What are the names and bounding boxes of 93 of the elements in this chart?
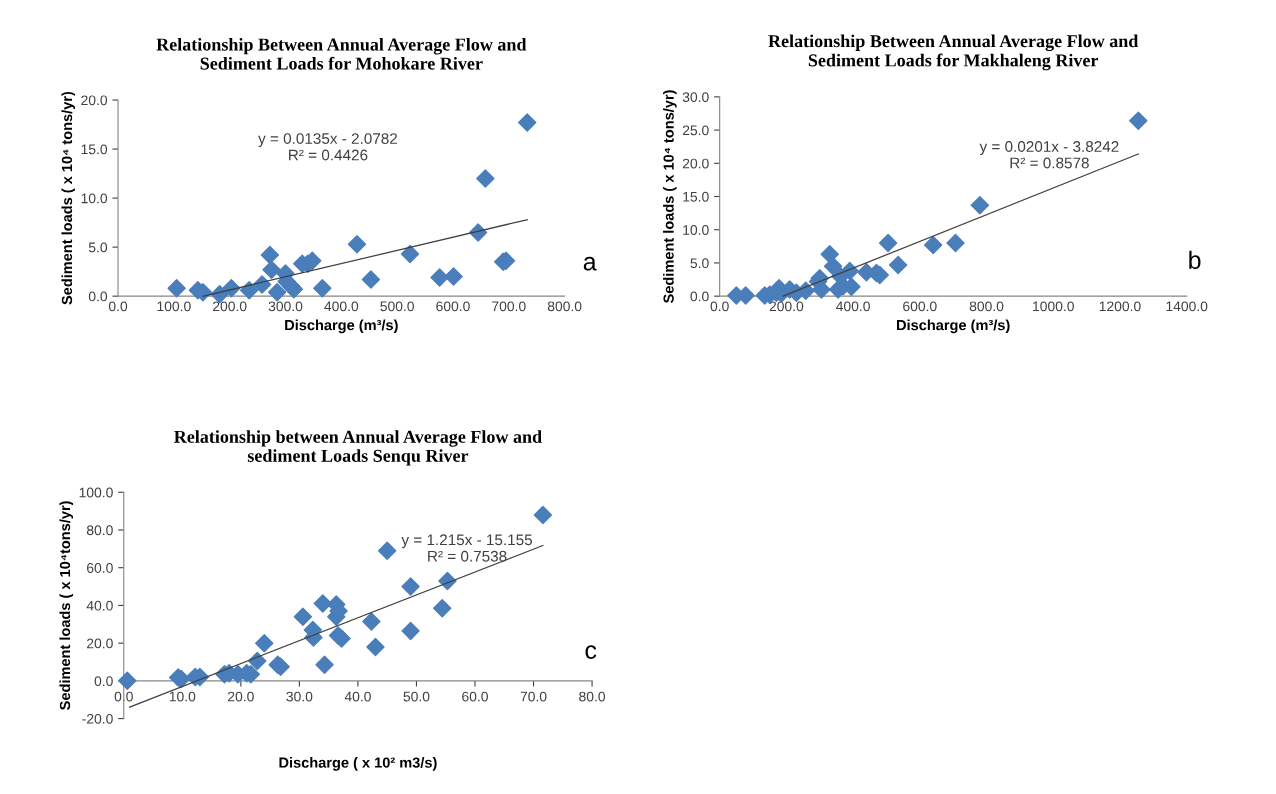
- x-axis-title: Discharge ( x 10² m3/s): [279, 757, 437, 771]
- x-tick-label: 400.0: [324, 301, 359, 312]
- x-tick-label: 300.0: [268, 301, 303, 312]
- x-tick-label: 60.0: [462, 691, 488, 702]
- text: a: [583, 256, 597, 271]
- point: [476, 169, 495, 188]
- point: [433, 599, 452, 618]
- y-tick-label: 20.0: [87, 638, 113, 649]
- x-tick-label: 800.0: [969, 301, 1004, 312]
- point: [533, 505, 553, 525]
- point: [267, 283, 287, 302]
- point: [888, 255, 908, 275]
- point: [970, 195, 990, 215]
- chart-title: Relationship Between Annual Average Flow and Sediment Loads for Mohokare River: [156, 37, 527, 70]
- point: [167, 279, 186, 298]
- annotation: c: [585, 645, 597, 659]
- y-tick-label: 40.0: [86, 600, 113, 611]
- text: b: [1189, 250, 1201, 269]
- point: [240, 281, 259, 300]
- point: [313, 594, 332, 613]
- chart-title: Relationship Between Annual Average Flow and Sediment Loads for Makhaleng River: [768, 34, 1139, 71]
- x-tick-label: 10.0: [169, 691, 196, 702]
- x-tick-label: 0.0: [114, 691, 133, 702]
- y-tick-label: 30.0: [682, 92, 709, 103]
- x-tick-label: 30.0: [286, 691, 313, 702]
- y-tick-label: 15.0: [683, 191, 709, 202]
- point: [260, 245, 280, 265]
- x-tick-label: 200.0: [769, 301, 804, 312]
- y-axis-title: Sediment loads ( x 10⁴ tons/yr): [663, 90, 677, 304]
- point: [946, 233, 965, 253]
- y-tick-label: 20.0: [81, 95, 108, 106]
- x-tick-label: 1000.0: [1033, 301, 1074, 312]
- point: [262, 260, 281, 279]
- y-tick-label: 10.0: [81, 193, 108, 204]
- x-tick-label: 500.0: [380, 301, 414, 312]
- x-tick-label: 800.0: [547, 301, 582, 312]
- y-tick-label: 5.0: [690, 258, 709, 269]
- x-tick-label: 700.0: [492, 301, 526, 312]
- x-tick-label: 1200.0: [1099, 301, 1141, 312]
- point: [444, 267, 463, 286]
- point: [518, 113, 537, 132]
- y-axis-title: Sediment loads ( x 10⁴tons/yr): [59, 501, 74, 710]
- x-tick-label: 600.0: [436, 301, 470, 312]
- y-tick-label: 25.0: [682, 125, 709, 136]
- point: [401, 621, 420, 641]
- point: [315, 655, 334, 675]
- y-tick-label: 60.0: [87, 563, 113, 573]
- y-tick-label: 10.0: [683, 225, 709, 235]
- point: [401, 577, 420, 596]
- chart-title: Relationship between Annual Average Flow and sediment Loads Senqu River: [174, 430, 542, 466]
- point: [361, 270, 381, 289]
- point: [313, 279, 332, 298]
- y-tick-label: 80.0: [86, 525, 113, 536]
- x-tick-label: 0.0: [108, 301, 128, 312]
- point: [923, 235, 943, 255]
- point: [332, 629, 351, 648]
- point: [366, 637, 385, 657]
- x-tick-label: 100.0: [157, 301, 191, 312]
- point: [293, 607, 313, 626]
- point: [362, 612, 381, 631]
- y-tick-label: 0.0: [88, 291, 108, 302]
- x-tick-label: 20.0: [228, 691, 254, 702]
- point: [823, 257, 843, 276]
- x-tick-label: 1400.0: [1166, 301, 1208, 312]
- x-tick-label: 80.0: [579, 691, 606, 702]
- y-tick-label: 20.0: [682, 158, 709, 169]
- y-tick-label: 5.0: [88, 242, 108, 253]
- annotation: y = 0.0135x - 2.0782 R² = 0.4426: [258, 133, 398, 161]
- x-tick-label: 50.0: [403, 691, 430, 702]
- x-axis-title: Discharge (m³/s): [897, 319, 1010, 334]
- point: [118, 671, 137, 691]
- annotation: y = 0.0201x - 3.8242 R² = 0.8578: [979, 141, 1119, 169]
- y-tick-label: 100.0: [79, 487, 113, 498]
- x-tick-label: 40.0: [344, 691, 371, 702]
- point: [400, 244, 420, 264]
- x-tick-label: 0.0: [710, 301, 729, 312]
- x-tick-label: 400.0: [836, 301, 870, 312]
- x-axis-title: Discharge (m³/s): [285, 319, 398, 334]
- point: [377, 541, 397, 560]
- x-tick-label: 600.0: [903, 301, 937, 312]
- y-tick-label: 0.0: [690, 291, 709, 302]
- annotation: y = 1.215x - 15.155 R² = 0.7538: [401, 534, 533, 562]
- y-tick-label: -20.0: [82, 713, 113, 724]
- x-tick-label: 70.0: [520, 691, 547, 702]
- x-tick-label: 200.0: [213, 301, 247, 312]
- y-tick-label: 15.0: [81, 144, 108, 155]
- y-tick-label: 0.0: [94, 676, 113, 687]
- point: [255, 633, 274, 653]
- point: [1129, 111, 1148, 130]
- y-axis-title: Sediment loads ( x 10⁴ tons/yr): [61, 91, 76, 305]
- point: [878, 233, 898, 253]
- point: [347, 234, 367, 254]
- point: [430, 268, 449, 287]
